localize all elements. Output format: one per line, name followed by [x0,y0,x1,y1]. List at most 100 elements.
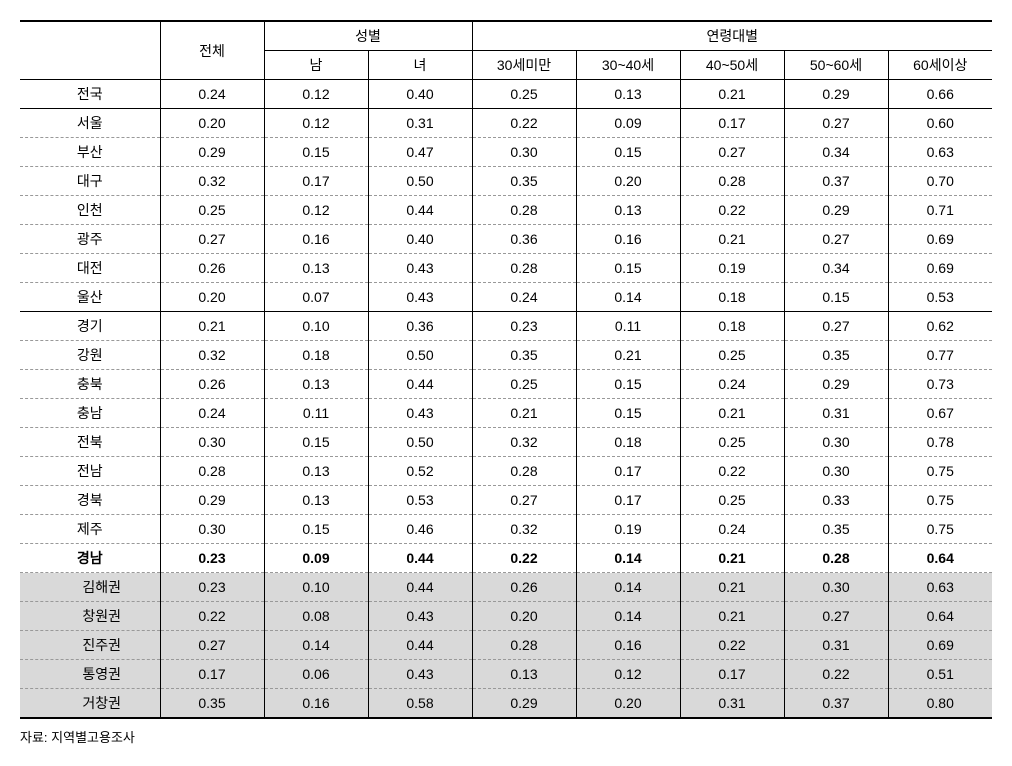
cell-value: 0.33 [784,486,888,515]
cell-value: 0.28 [472,631,576,660]
row-label: 대전 [20,254,160,283]
cell-value: 0.27 [784,225,888,254]
cell-value: 0.13 [472,660,576,689]
cell-value: 0.15 [576,254,680,283]
cell-value: 0.63 [888,573,992,602]
cell-value: 0.31 [680,689,784,719]
table-row: 울산0.200.070.430.240.140.180.150.53 [20,283,992,312]
cell-value: 0.44 [368,631,472,660]
cell-value: 0.43 [368,660,472,689]
cell-value: 0.21 [160,312,264,341]
cell-value: 0.17 [576,486,680,515]
cell-value: 0.21 [472,399,576,428]
cell-value: 0.43 [368,399,472,428]
cell-value: 0.31 [368,109,472,138]
cell-value: 0.27 [680,138,784,167]
cell-value: 0.19 [680,254,784,283]
row-label: 경남 [20,544,160,573]
cell-value: 0.20 [160,109,264,138]
table-row: 김해권0.230.100.440.260.140.210.300.63 [20,573,992,602]
cell-value: 0.30 [160,428,264,457]
cell-value: 0.27 [784,602,888,631]
cell-value: 0.44 [368,196,472,225]
cell-value: 0.14 [264,631,368,660]
source-note: 자료: 지역별고용조사 [20,727,992,746]
cell-value: 0.09 [264,544,368,573]
cell-value: 0.53 [888,283,992,312]
row-label: 서울 [20,109,160,138]
row-label: 전남 [20,457,160,486]
cell-value: 0.27 [784,109,888,138]
cell-value: 0.77 [888,341,992,370]
cell-value: 0.23 [160,573,264,602]
cell-value: 0.13 [264,370,368,399]
cell-value: 0.24 [680,515,784,544]
table-row: 진주권0.270.140.440.280.160.220.310.69 [20,631,992,660]
cell-value: 0.22 [680,631,784,660]
cell-value: 0.22 [472,544,576,573]
cell-value: 0.62 [888,312,992,341]
cell-value: 0.34 [784,138,888,167]
cell-value: 0.40 [368,225,472,254]
cell-value: 0.35 [472,341,576,370]
cell-value: 0.24 [160,80,264,109]
cell-value: 0.53 [368,486,472,515]
cell-value: 0.17 [264,167,368,196]
row-label: 창원권 [20,602,160,631]
cell-value: 0.13 [576,80,680,109]
header-female: 녀 [368,51,472,80]
table-row: 대구0.320.170.500.350.200.280.370.70 [20,167,992,196]
cell-value: 0.25 [680,428,784,457]
cell-value: 0.21 [680,573,784,602]
cell-value: 0.25 [680,486,784,515]
cell-value: 0.12 [264,109,368,138]
cell-value: 0.37 [784,167,888,196]
cell-value: 0.21 [680,80,784,109]
cell-value: 0.17 [680,109,784,138]
table-row: 서울0.200.120.310.220.090.170.270.60 [20,109,992,138]
cell-value: 0.36 [472,225,576,254]
cell-value: 0.22 [680,196,784,225]
header-total: 전체 [160,21,264,80]
row-label: 김해권 [20,573,160,602]
data-table: 전체 성별 연령대별 남 녀 30세미만 30~40세 40~50세 50~60… [20,20,992,719]
cell-value: 0.44 [368,573,472,602]
header-age-under30: 30세미만 [472,51,576,80]
cell-value: 0.29 [784,80,888,109]
cell-value: 0.71 [888,196,992,225]
cell-value: 0.16 [576,225,680,254]
row-label: 강원 [20,341,160,370]
cell-value: 0.27 [784,312,888,341]
cell-value: 0.25 [472,370,576,399]
table-row: 전북0.300.150.500.320.180.250.300.78 [20,428,992,457]
table-body: 전국0.240.120.400.250.130.210.290.66서울0.20… [20,80,992,719]
table-row: 전남0.280.130.520.280.170.220.300.75 [20,457,992,486]
cell-value: 0.13 [264,486,368,515]
cell-value: 0.21 [680,399,784,428]
cell-value: 0.44 [368,544,472,573]
cell-value: 0.50 [368,428,472,457]
cell-value: 0.21 [680,225,784,254]
table-row: 광주0.270.160.400.360.160.210.270.69 [20,225,992,254]
cell-value: 0.11 [264,399,368,428]
cell-value: 0.26 [472,573,576,602]
cell-value: 0.21 [680,544,784,573]
cell-value: 0.69 [888,225,992,254]
cell-value: 0.43 [368,254,472,283]
cell-value: 0.17 [576,457,680,486]
cell-value: 0.44 [368,370,472,399]
cell-value: 0.13 [576,196,680,225]
cell-value: 0.14 [576,283,680,312]
cell-value: 0.26 [160,370,264,399]
cell-value: 0.75 [888,486,992,515]
cell-value: 0.32 [472,428,576,457]
cell-value: 0.30 [784,573,888,602]
header-age-group: 연령대별 [472,21,992,51]
header-age-40-50: 40~50세 [680,51,784,80]
table-row: 경기0.210.100.360.230.110.180.270.62 [20,312,992,341]
cell-value: 0.25 [160,196,264,225]
table-row: 충북0.260.130.440.250.150.240.290.73 [20,370,992,399]
cell-value: 0.51 [888,660,992,689]
cell-value: 0.14 [576,544,680,573]
row-label: 진주권 [20,631,160,660]
